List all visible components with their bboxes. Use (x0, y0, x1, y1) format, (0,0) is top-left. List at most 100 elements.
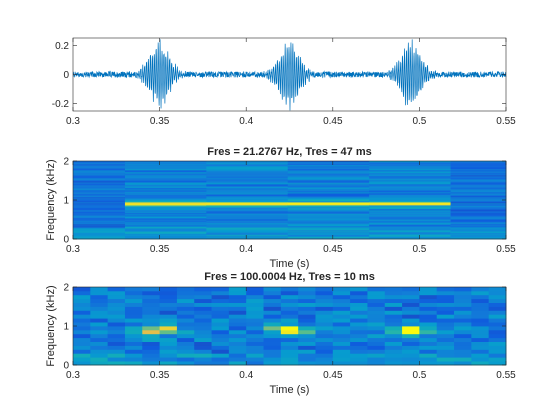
spectrogram-cell (194, 326, 212, 331)
spectrogram-cell (350, 298, 368, 303)
spectrogram-cell (246, 310, 264, 315)
spectrogram-cell (124, 230, 207, 232)
spectrogram-cell (369, 204, 451, 206)
spectrogram-cell (194, 287, 212, 292)
spectrogram-cell (287, 219, 370, 221)
spectrogram-cell (124, 223, 207, 225)
spectrogram-cell (73, 194, 126, 196)
spectrogram-cell (419, 314, 438, 319)
spectrogram-cell (315, 353, 334, 358)
spectrogram-cell (436, 322, 455, 327)
spectrogram-cell (90, 314, 109, 319)
waveform-line (72, 39, 507, 111)
spectrogram-cell (367, 329, 386, 335)
spectrogram-cell (73, 168, 126, 170)
spectrogram-cell (206, 181, 289, 183)
spectrogram-cell (73, 173, 126, 175)
spectrogram-cell (142, 310, 160, 315)
spectrogram-cell (315, 357, 334, 362)
spectrogram-cell (280, 306, 299, 311)
spectrogram-cell (450, 179, 507, 181)
spectrogram-cell (73, 220, 126, 222)
spectrogram-cell (280, 287, 299, 292)
spectrogram-cell (350, 353, 368, 358)
spectrogram-cell (206, 207, 289, 209)
spectrogram-cell (124, 198, 207, 200)
spectrogram-cell (450, 197, 507, 199)
spectrogram-cell (73, 357, 91, 362)
spectrogram-cell (436, 318, 455, 323)
spectrogram-cell (194, 337, 212, 342)
spectrogram-cell (124, 326, 143, 331)
spectrogram-cell (369, 182, 451, 184)
spectrogram-cell (206, 233, 289, 235)
spectrogram-cell (159, 306, 178, 311)
spectrogram-cell (488, 306, 507, 311)
spectrogram-2-title: Fres = 100.0004 Hz, Tres = 10 ms (204, 271, 375, 283)
spectrogram-cell (450, 162, 507, 164)
spectrogram-cell (436, 290, 455, 296)
spectrogram-cell (450, 206, 507, 208)
spectrogram-cell (450, 169, 507, 171)
spectrogram-cell (142, 345, 160, 350)
spectrogram-cell (206, 199, 289, 201)
spectrogram-cell (287, 207, 370, 209)
spectrogram-cell (384, 353, 403, 358)
spectrogram-cell (369, 237, 451, 239)
spectrogram-cell (280, 298, 299, 303)
spectrogram-cell (206, 196, 289, 198)
spectrogram-2-ticks: 0.3 0.35 0.4 0.45 0.5 0.55 0 1 2 (63, 283, 516, 382)
spectrogram-cell (369, 214, 451, 216)
spectrogram-cell (369, 171, 451, 173)
spectrogram-cell (124, 222, 207, 224)
spectrogram-cell (369, 168, 451, 170)
spectrogram-cell (369, 213, 451, 215)
spectrogram-cell (176, 302, 195, 307)
spectrogram-cell (73, 222, 126, 224)
spectrogram-cell (194, 290, 212, 296)
spectrogram-cell (159, 357, 178, 362)
spectrogram-cell (107, 290, 126, 296)
spectrogram-cell (450, 198, 507, 200)
spectrogram-cell (73, 192, 126, 194)
spectrogram-cell (73, 196, 126, 198)
spectrogram-cell (206, 178, 289, 180)
spectrogram-cell (124, 161, 207, 163)
spectrogram-cell (124, 202, 207, 204)
spectrogram-cell (454, 310, 472, 315)
spectrogram-cell (263, 337, 282, 342)
spectrogram-cell (315, 298, 334, 303)
spectrogram-cell (73, 184, 126, 186)
spectrogram-cell (369, 187, 451, 189)
spectrogram-cell (369, 206, 451, 208)
spectrogram-cell (419, 318, 438, 323)
spectrogram-cell (450, 203, 507, 205)
spectrogram-cell (206, 194, 289, 196)
spectrogram-cell (107, 318, 126, 323)
spectrogram-cell (73, 193, 126, 195)
spectrogram-cell (206, 210, 289, 212)
spectrogram-cell (402, 333, 420, 339)
spectrogram-cell (298, 349, 316, 354)
spectrogram-cell (124, 170, 207, 172)
spectrogram-cell (159, 345, 178, 350)
spectrogram-cell (124, 208, 207, 210)
spectrogram-cell (206, 203, 289, 205)
spectrogram-cell (206, 208, 289, 210)
spectrogram-cell (367, 337, 386, 342)
x-tick-label: 0.3 (66, 116, 80, 127)
spectrogram-cell (298, 361, 316, 366)
spectrogram-cell (450, 200, 507, 202)
spectrogram-cell (206, 187, 289, 189)
spectrogram-1-ylabel: Frequency (kHz) (45, 159, 57, 240)
spectrogram-cell (367, 357, 386, 362)
spectrogram-cell (176, 333, 195, 339)
spectrogram-cell (124, 200, 207, 202)
spectrogram-cell (488, 294, 507, 300)
spectrogram-cell (107, 333, 126, 339)
spectrogram-cell (287, 204, 370, 206)
spectrogram-cell (206, 200, 289, 202)
spectrogram-cell (107, 357, 126, 362)
spectrogram-cell (73, 203, 126, 205)
spectrogram-cell (350, 349, 368, 354)
